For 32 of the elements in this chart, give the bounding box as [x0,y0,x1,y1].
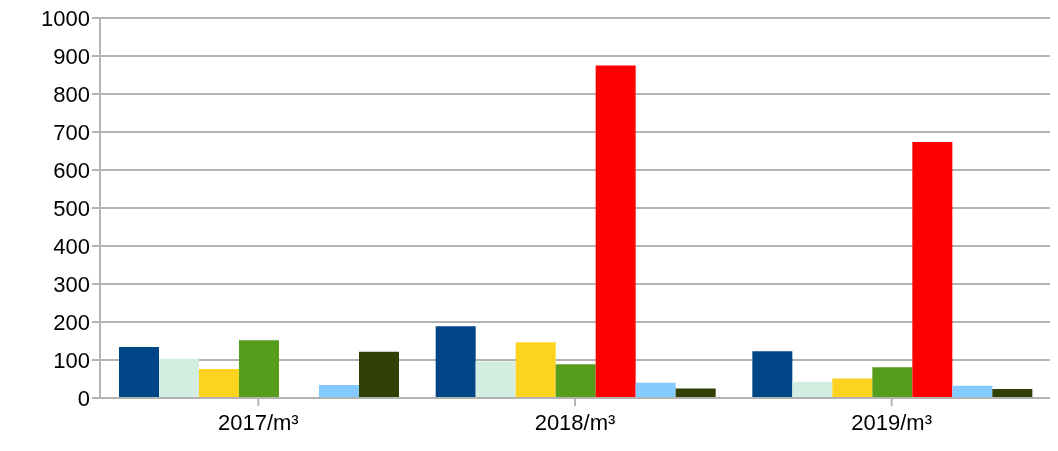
bar [555,364,596,398]
y-tick-label: 0 [77,385,90,411]
bar [159,358,199,398]
y-tick-label: 600 [53,157,90,183]
bar [319,385,359,398]
x-tick-label: 2018/m³ [534,409,616,435]
y-tick-label: 900 [53,43,90,69]
bar [475,361,516,398]
bar [595,65,636,398]
y-tick-label: 1000 [41,5,90,31]
bar [752,351,793,398]
bar [515,342,556,398]
x-tick-label: 2017/m³ [217,409,299,435]
y-tick-label: 500 [53,195,90,221]
y-tick-label: 200 [53,309,90,335]
y-tick-label: 700 [53,119,90,145]
bar [952,385,993,398]
bar [239,340,279,398]
y-tick-label: 800 [53,81,90,107]
bar [912,141,953,398]
bar [119,347,159,398]
bar [435,326,476,398]
y-tick-label: 300 [53,271,90,297]
x-tick-label: 2019/m³ [851,409,933,435]
bar [199,369,239,398]
bar [872,367,913,398]
y-tick-label: 100 [53,347,90,373]
y-tick-label: 400 [53,233,90,259]
bar [832,378,873,398]
bar [359,351,399,398]
bar [635,382,676,398]
bar [792,381,833,398]
